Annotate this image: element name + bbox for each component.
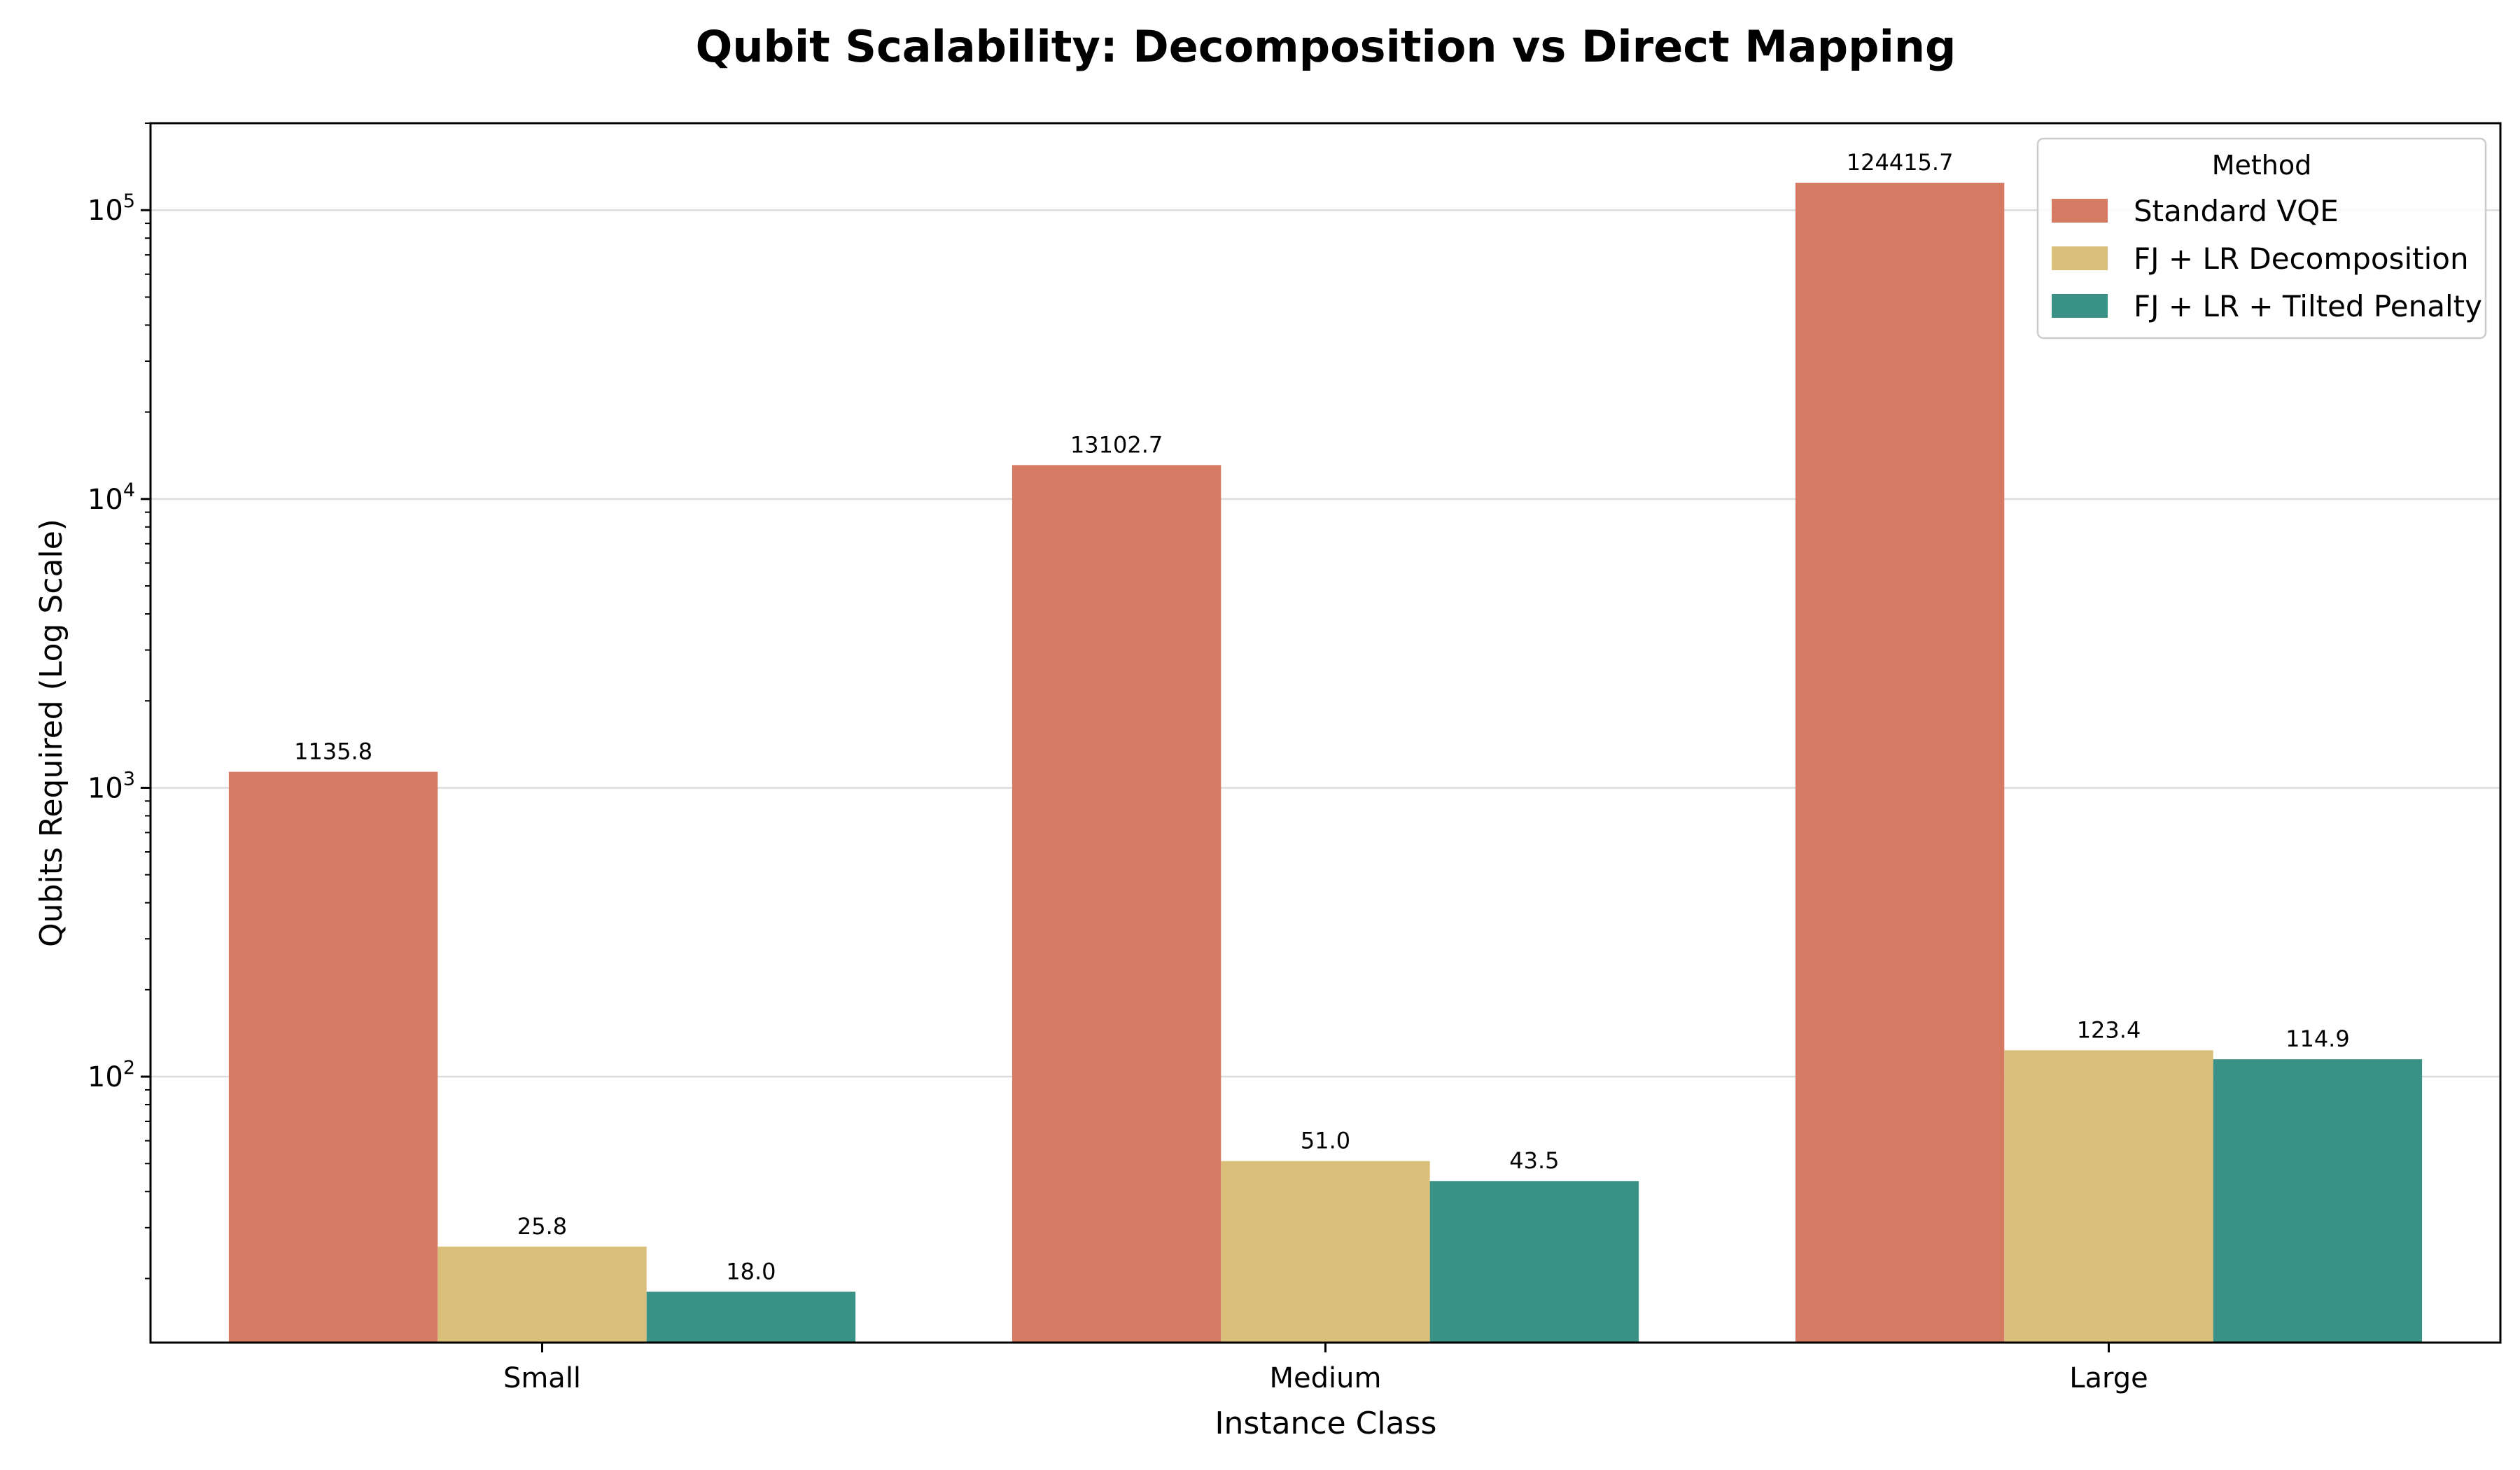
- bar-large-1: [2004, 1050, 2213, 1343]
- y-tick-label: 104: [88, 479, 135, 516]
- data-label: 51.0: [1301, 1128, 1350, 1154]
- bar-medium-2: [1429, 1181, 1639, 1343]
- bar-large-2: [2213, 1059, 2423, 1343]
- bar-small-1: [438, 1246, 647, 1343]
- legend-swatch: [2052, 199, 2108, 223]
- legend-label: FJ + LR Decomposition: [2134, 241, 2469, 276]
- bars: [228, 183, 2423, 1343]
- legend-label: FJ + LR + Tilted Penalty: [2134, 289, 2482, 323]
- chart-title: Qubit Scalability: Decomposition vs Dire…: [696, 21, 1956, 72]
- bar-small-2: [646, 1292, 856, 1343]
- data-label: 13102.7: [1070, 431, 1163, 458]
- y-tick-label: 103: [88, 768, 135, 804]
- legend-box: [2036, 137, 2487, 340]
- data-label: 114.9: [2286, 1026, 2350, 1052]
- y-axis-label: Qubits Required (Log Scale): [34, 519, 69, 947]
- legend-title: Method: [2212, 150, 2312, 181]
- x-tick-label-medium: Medium: [1270, 1362, 1382, 1394]
- bar-small-0: [228, 771, 438, 1343]
- y-tick-label: 102: [88, 1057, 135, 1093]
- x-axis-ticks: Small Medium Large: [503, 1343, 2148, 1394]
- legend-swatch: [2052, 294, 2108, 318]
- legend-swatch: [2052, 246, 2108, 270]
- x-axis-label: Instance Class: [1215, 1406, 1437, 1441]
- data-label: 18.0: [726, 1258, 776, 1284]
- data-label: 123.4: [2077, 1016, 2141, 1043]
- data-label: 1135.8: [294, 738, 372, 765]
- bar-medium-0: [1011, 465, 1222, 1343]
- x-tick-label-small: Small: [503, 1362, 581, 1394]
- data-label: 124415.7: [1847, 149, 1954, 176]
- data-label: 25.8: [517, 1213, 567, 1240]
- grid-lines: [150, 209, 2500, 1078]
- y-axis-ticks: 102 103 104 105: [88, 122, 150, 1280]
- legend-label: Standard VQE: [2134, 194, 2339, 228]
- data-label: 43.5: [1509, 1147, 1559, 1174]
- y-tick-label: 105: [88, 190, 135, 227]
- bar-medium-1: [1221, 1161, 1430, 1343]
- bar-large-0: [1795, 183, 2005, 1343]
- legend: Method Standard VQE FJ + LR Decomposition…: [2036, 137, 2487, 340]
- x-tick-label-large: Large: [2069, 1362, 2148, 1394]
- data-labels: 1135.8 25.8 18.0 13102.7 51.0 43.5 124415.7 123…: [294, 149, 2350, 1284]
